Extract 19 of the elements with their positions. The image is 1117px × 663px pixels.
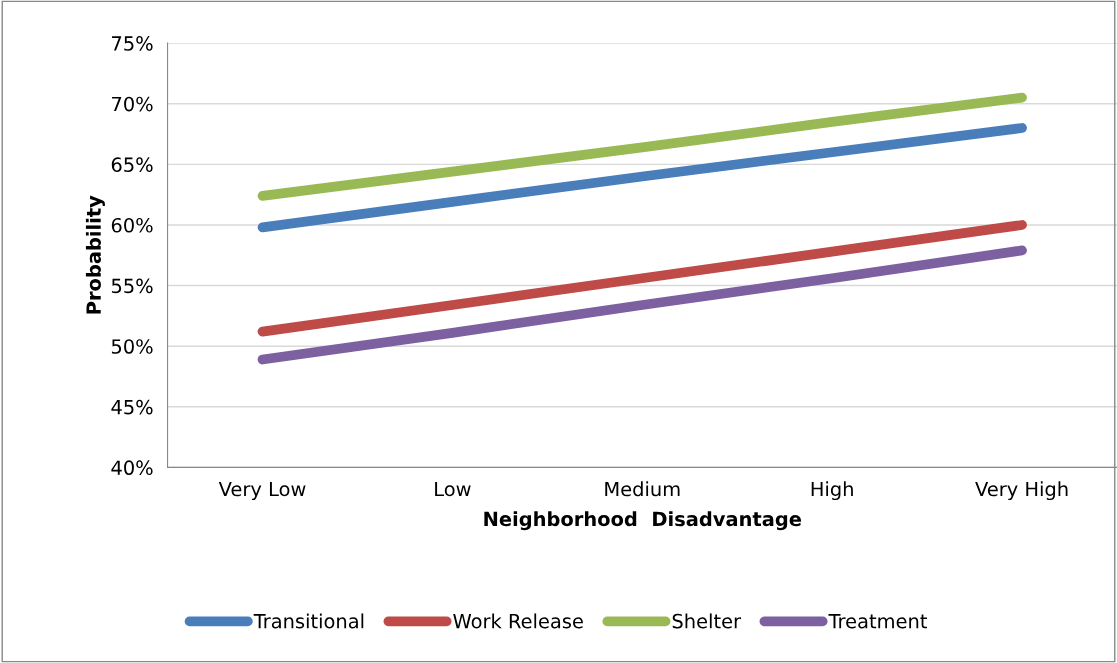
legend-label: Shelter <box>672 613 742 629</box>
y-tick-label: 40% <box>111 460 153 476</box>
y-tick-label: 65% <box>111 157 153 172</box>
y-tick-label: 45% <box>111 399 153 415</box>
y-tick-label: 55% <box>111 278 153 294</box>
x-tick-label: Low <box>435 481 471 497</box>
x-tick-label: High <box>811 481 853 501</box>
x-tick-label: Medium <box>605 481 680 497</box>
y-axis-title: Probability <box>85 195 105 314</box>
x-axis-title: Neighborhood Disadvantage <box>484 511 802 531</box>
legend-label: Work Release <box>453 613 583 629</box>
y-tick-label: 75% <box>112 36 153 51</box>
x-tick-label: Very High <box>975 481 1068 501</box>
legend-label: Transitional <box>253 613 364 629</box>
legend-label: Treatment <box>828 614 927 629</box>
y-tick-label: 70% <box>112 96 153 112</box>
y-tick-label: 50% <box>111 339 153 354</box>
x-tick-label: Very Low <box>218 481 306 501</box>
y-tick-label: 60% <box>111 217 153 233</box>
